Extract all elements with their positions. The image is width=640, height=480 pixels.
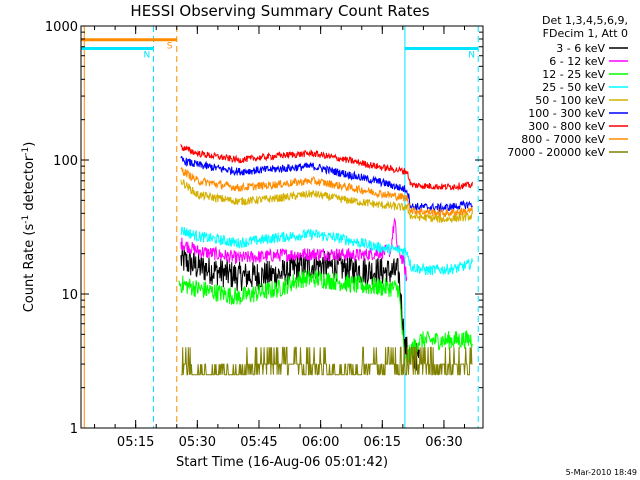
flag-label: N — [143, 50, 150, 60]
chart-title: HESSI Observing Summary Count Rates — [130, 2, 429, 20]
series-line — [180, 226, 473, 276]
flag-label: N — [468, 50, 475, 60]
series-line — [180, 346, 473, 376]
x-axis-label: Start Time (16-Aug-06 05:01:42) — [176, 455, 388, 470]
y-tick-label: 1 — [70, 422, 78, 437]
y-axis-label-sup: -1 — [21, 215, 31, 224]
legend-entry-label: 300 - 800 keV — [528, 120, 605, 133]
legend-header: Det 1,3,4,5,6,9, — [542, 14, 628, 27]
x-tick-label: 06:30 — [425, 435, 462, 450]
footer-timestamp: 5-Mar-2010 18:49 — [566, 468, 637, 477]
legend-entry-label: 12 - 25 keV — [542, 68, 605, 81]
legend-entry-label: 7000 - 20000 keV — [507, 146, 605, 159]
plot-frame — [80, 25, 484, 429]
series-line — [178, 269, 473, 366]
y-axis-label-part: detector — [22, 155, 37, 215]
series-line — [180, 217, 408, 282]
x-tick-label: 06:15 — [364, 435, 401, 450]
y-axis-label-sup: -1 — [21, 147, 31, 156]
x-tick-label: 05:45 — [240, 435, 277, 450]
y-axis-label-part: Count Rate (s — [22, 224, 37, 313]
legend: Det 1,3,4,5,6,9, FDecim 1, Att 0 3 - 6 k… — [507, 14, 628, 159]
legend-entry-label: 50 - 100 keV — [535, 94, 605, 107]
y-tick-label: 1000 — [45, 20, 78, 35]
series-line — [180, 167, 473, 217]
legend-entry-label: 3 - 6 keV — [556, 42, 605, 55]
y-tick-label: 100 — [53, 154, 78, 169]
series-line — [180, 155, 473, 213]
x-tick-label: 05:30 — [179, 435, 216, 450]
y-axis-label-part: ) — [22, 142, 37, 147]
legend-entry-label: 800 - 7000 keV — [521, 133, 605, 146]
flag-label: S — [167, 42, 173, 52]
legend-entry-label: 100 - 300 keV — [528, 107, 605, 120]
x-tick-label: 05:15 — [117, 435, 154, 450]
series-line — [180, 144, 473, 192]
legend-header: FDecim 1, Att 0 — [543, 27, 628, 40]
series-line — [180, 178, 473, 223]
legend-entry-label: 25 - 50 keV — [542, 81, 605, 94]
x-tick-label: 06:00 — [302, 435, 339, 450]
series-line — [180, 245, 420, 371]
y-tick-label: 10 — [61, 288, 78, 303]
legend-entry-label: 6 - 12 keV — [549, 55, 605, 68]
y-axis-label: Count Rate (s-1 detector-1) — [21, 142, 37, 313]
